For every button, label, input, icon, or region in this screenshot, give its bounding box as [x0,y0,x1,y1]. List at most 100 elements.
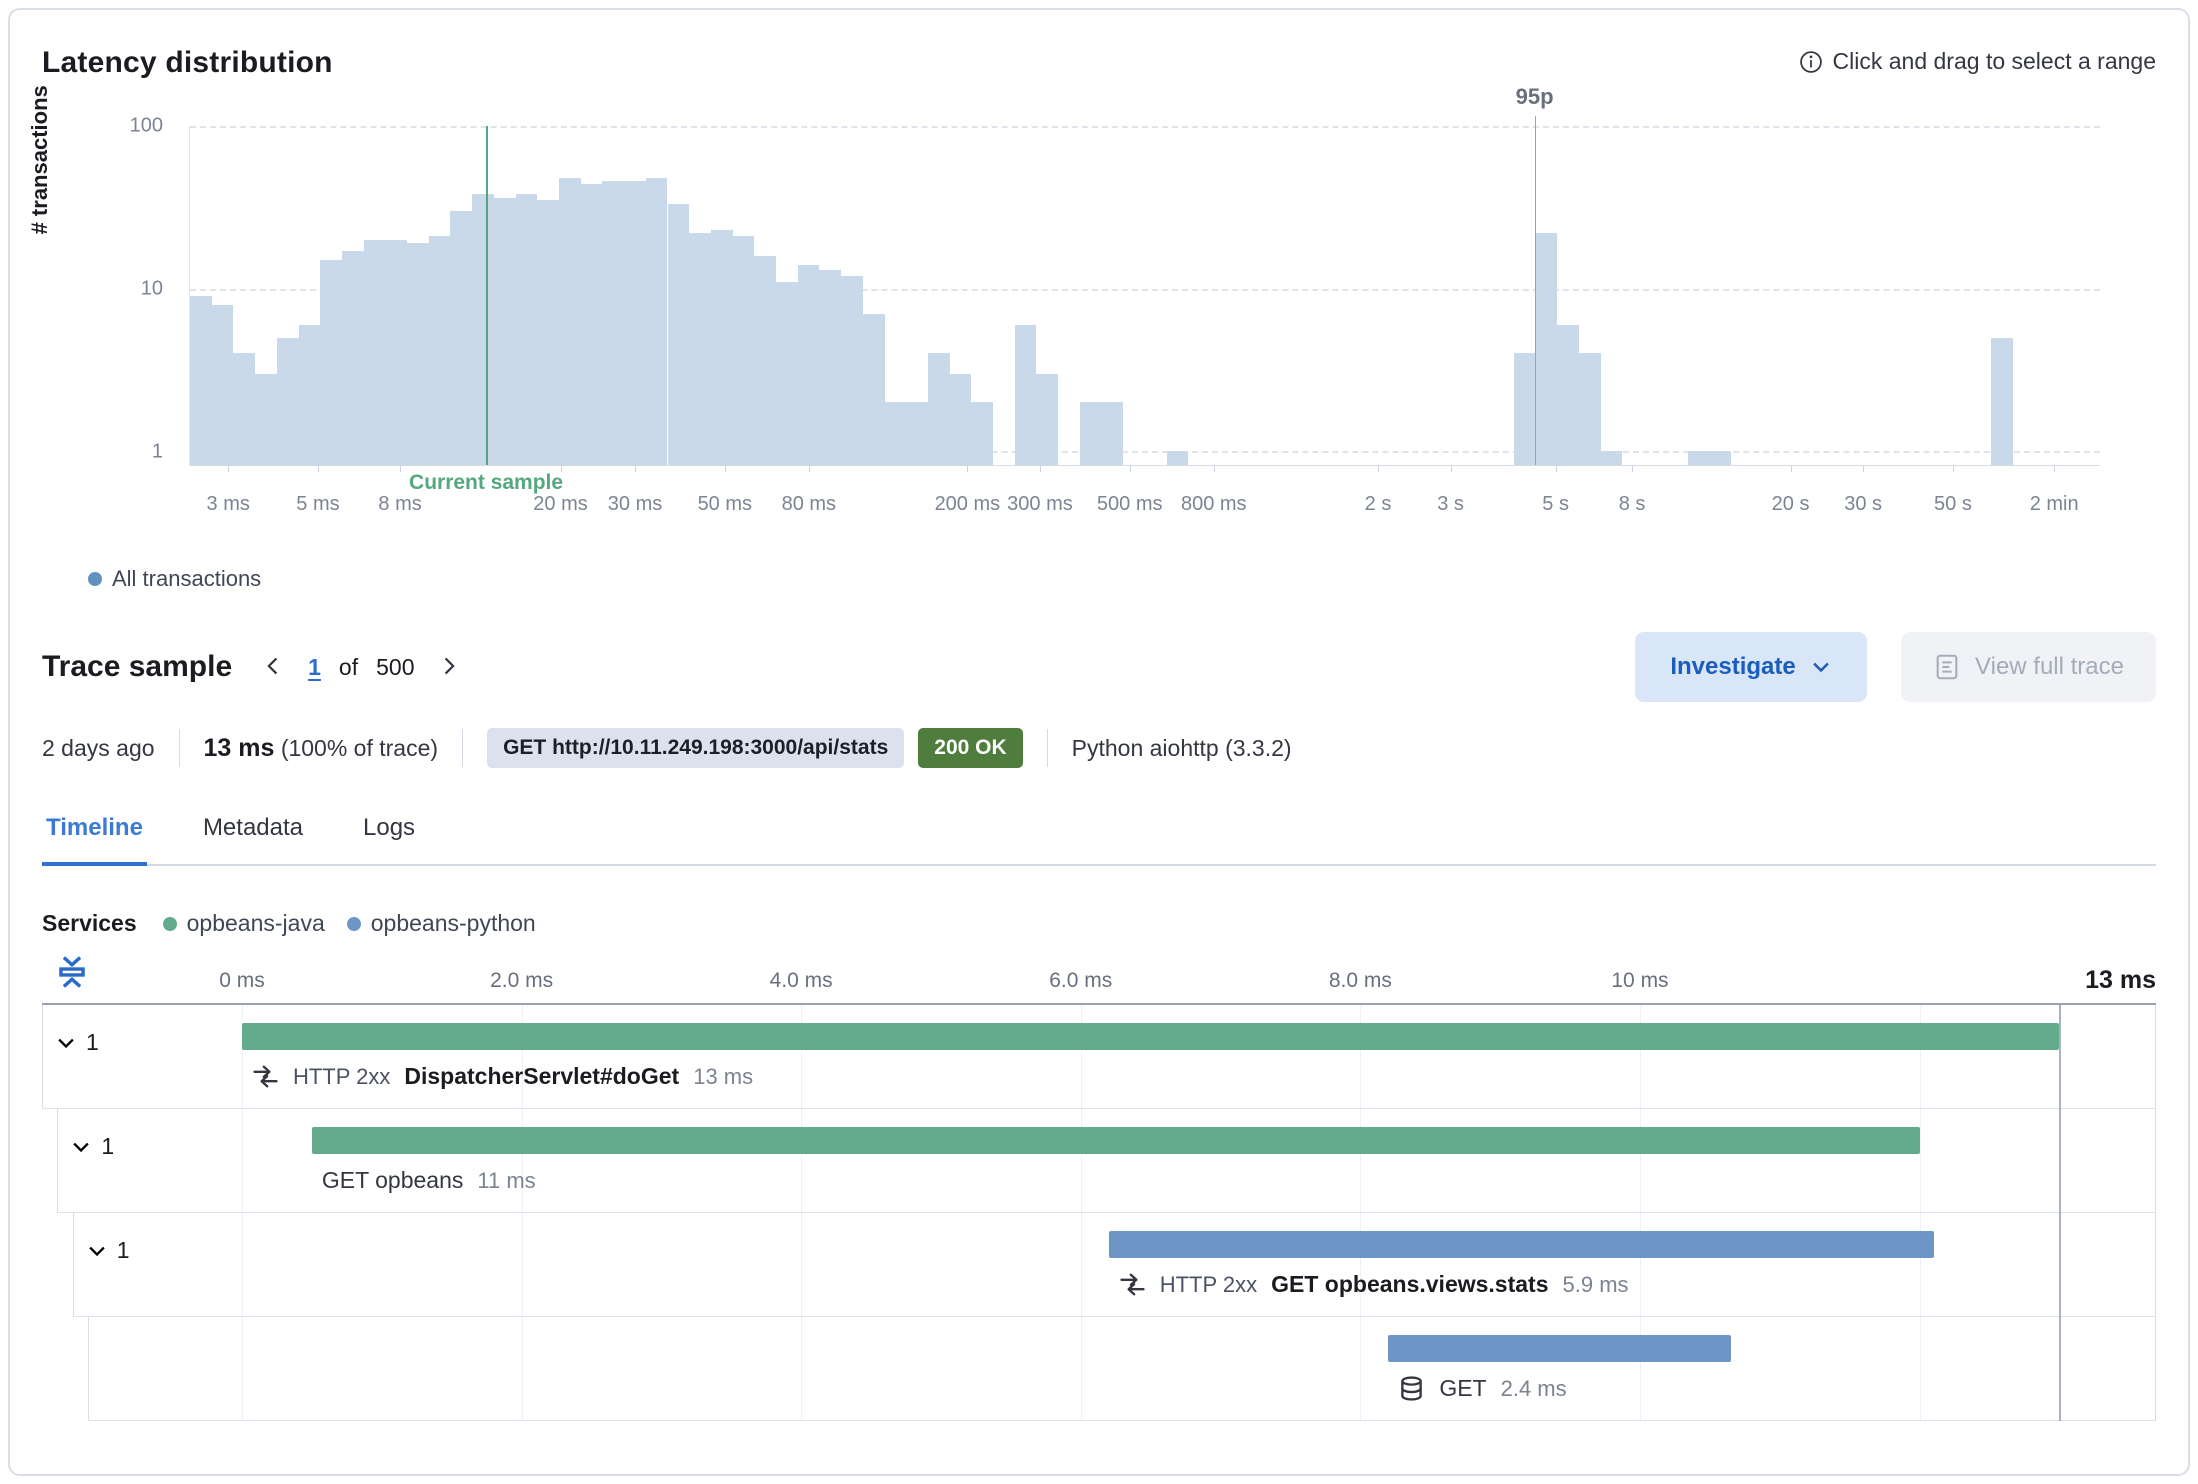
span-bar-opbeans-python[interactable] [1388,1335,1731,1362]
histogram-bar[interactable] [1014,324,1037,465]
histogram-bar[interactable] [819,270,842,465]
chevron-down-icon [73,1142,90,1152]
histogram-bar[interactable] [450,211,473,465]
histogram-plot-area[interactable]: 3 ms 5 ms 8 ms 20 ms 30 ms 50 ms 80 ms 200 ms 30… [189,84,2100,515]
histogram-bar[interactable] [558,177,581,465]
latency-header: Latency distribution Click and drag to s… [42,46,2156,80]
histogram-bar[interactable] [602,180,625,465]
indent-guide [42,1005,43,1109]
histogram-bar[interactable] [1036,373,1059,465]
histogram-bar[interactable] [1579,353,1601,465]
span-name: GET opbeans [321,1167,464,1193]
histogram-bar[interactable] [341,251,364,465]
histogram-bar[interactable] [1709,451,1732,465]
x-tick-mark [724,465,726,472]
y-tick-label: 100 [129,114,163,137]
y-axis-ticks: 100 10 1 [42,115,189,466]
investigate-button[interactable]: Investigate [1635,632,1868,702]
tab-metadata[interactable]: Metadata [199,802,307,864]
latency-histogram[interactable]: # transactions 100 10 1 3 ms 5 ms 8 ms 20 ms 3… [27,84,2156,515]
span-type-badge: HTTP 2xx [1159,1271,1258,1297]
histogram-bar[interactable] [515,194,538,465]
legend-label: All transactions [112,566,262,591]
histogram-bar[interactable] [732,236,755,465]
span-bar-opbeans-java[interactable] [311,1127,1920,1154]
span-label[interactable]: GET opbeans 11 ms [322,1167,536,1194]
pagination-total-pages: 500 [376,653,415,680]
time-axis-label: 8.0 ms [1328,969,1392,992]
histogram-bar[interactable] [363,239,386,465]
tab-timeline[interactable]: Timeline [42,802,147,866]
indent-guide [72,1213,74,1317]
request-url-badge: GET http://10.11.249.198:3000/api/stats [487,728,905,768]
histogram-bar[interactable] [385,239,408,465]
histogram-bar[interactable] [971,402,994,465]
histogram-bar[interactable] [190,296,212,465]
histogram-bar[interactable] [1557,324,1580,465]
histogram-bar[interactable] [949,373,972,465]
histogram-bar[interactable] [1513,353,1536,465]
histogram-bar[interactable] [580,184,603,465]
pagination-prev-button[interactable] [256,650,290,684]
histogram-bar[interactable] [407,243,429,465]
pagination-next-button[interactable] [432,650,466,684]
histogram-bar[interactable] [797,264,820,465]
span-bar-opbeans-python[interactable] [1108,1231,1934,1258]
x-tick-mark [560,465,562,472]
histogram-bar[interactable] [754,255,777,465]
histogram-bar[interactable] [255,373,277,465]
histogram-bar[interactable] [1687,451,1710,465]
histogram-bar[interactable] [689,233,711,465]
expand-collapse-toggle[interactable]: 1 [70,1133,114,1160]
expand-collapse-toggle[interactable]: 1 [55,1029,99,1056]
time-axis-label: 4.0 ms [769,969,833,992]
x-tick-mark [228,465,230,472]
histogram-bar[interactable] [211,304,234,465]
pagination-current-page[interactable]: 1 [308,653,321,680]
histogram-bar[interactable] [1535,233,1558,465]
span-label[interactable]: HTTP 2xx DispatcherServlet#doGet 13 ms [252,1063,753,1090]
span-bar-opbeans-java[interactable] [241,1023,2060,1050]
histogram-bar[interactable] [862,313,885,465]
view-full-trace-button[interactable]: View full trace [1901,632,2156,702]
x-tick-mark [808,465,810,472]
histogram-bar[interactable] [927,353,950,465]
histogram-bar[interactable] [472,194,494,465]
histogram-bar[interactable] [776,282,798,465]
service-legend-opbeans-java[interactable]: opbeans-java [162,910,325,937]
histogram-bar[interactable] [710,229,733,465]
histogram-bar[interactable] [1101,402,1124,465]
histogram-bar[interactable] [906,402,928,465]
histogram-bar[interactable] [841,275,863,465]
span-label[interactable]: HTTP 2xx GET opbeans.views.stats 5.9 ms [1119,1271,1629,1298]
x-tick-mark [1790,465,1792,472]
histogram-bar[interactable] [276,337,299,465]
services-legend: Services opbeans-java opbeans-python [42,910,2156,937]
histogram-bar[interactable] [667,204,690,465]
service-legend-opbeans-python[interactable]: opbeans-python [346,910,536,937]
legend-item-all-transactions[interactable]: All transactions [88,566,261,592]
collapse-all-button[interactable] [52,953,92,993]
histogram-bar[interactable] [1600,451,1623,465]
service-dot [162,916,177,931]
histogram-bar[interactable] [1079,402,1102,465]
waterfall-gridline [1080,1005,1082,1421]
histogram-bar[interactable] [1166,451,1189,465]
span-label[interactable]: GET 2.4 ms [1398,1375,1567,1402]
histogram-bar[interactable] [428,236,451,465]
histogram-bar[interactable] [298,324,321,465]
span-name: DispatcherServlet#doGet [404,1063,680,1089]
x-tick-label: 50 ms [697,493,753,515]
histogram-bar[interactable] [233,353,256,465]
histogram-bar[interactable] [624,180,646,465]
tab-logs[interactable]: Logs [359,802,419,864]
histogram-bar[interactable] [884,402,907,465]
histogram-bar[interactable] [537,200,559,465]
histogram-bar[interactable] [1991,337,2014,465]
histogram-bar[interactable] [645,177,668,465]
expand-collapse-toggle[interactable]: 1 [86,1237,130,1264]
histogram-bar[interactable] [320,260,342,465]
investigate-button-label: Investigate [1670,653,1796,680]
x-tick-label: 20 ms [533,493,588,515]
histogram-bar[interactable] [493,198,516,465]
